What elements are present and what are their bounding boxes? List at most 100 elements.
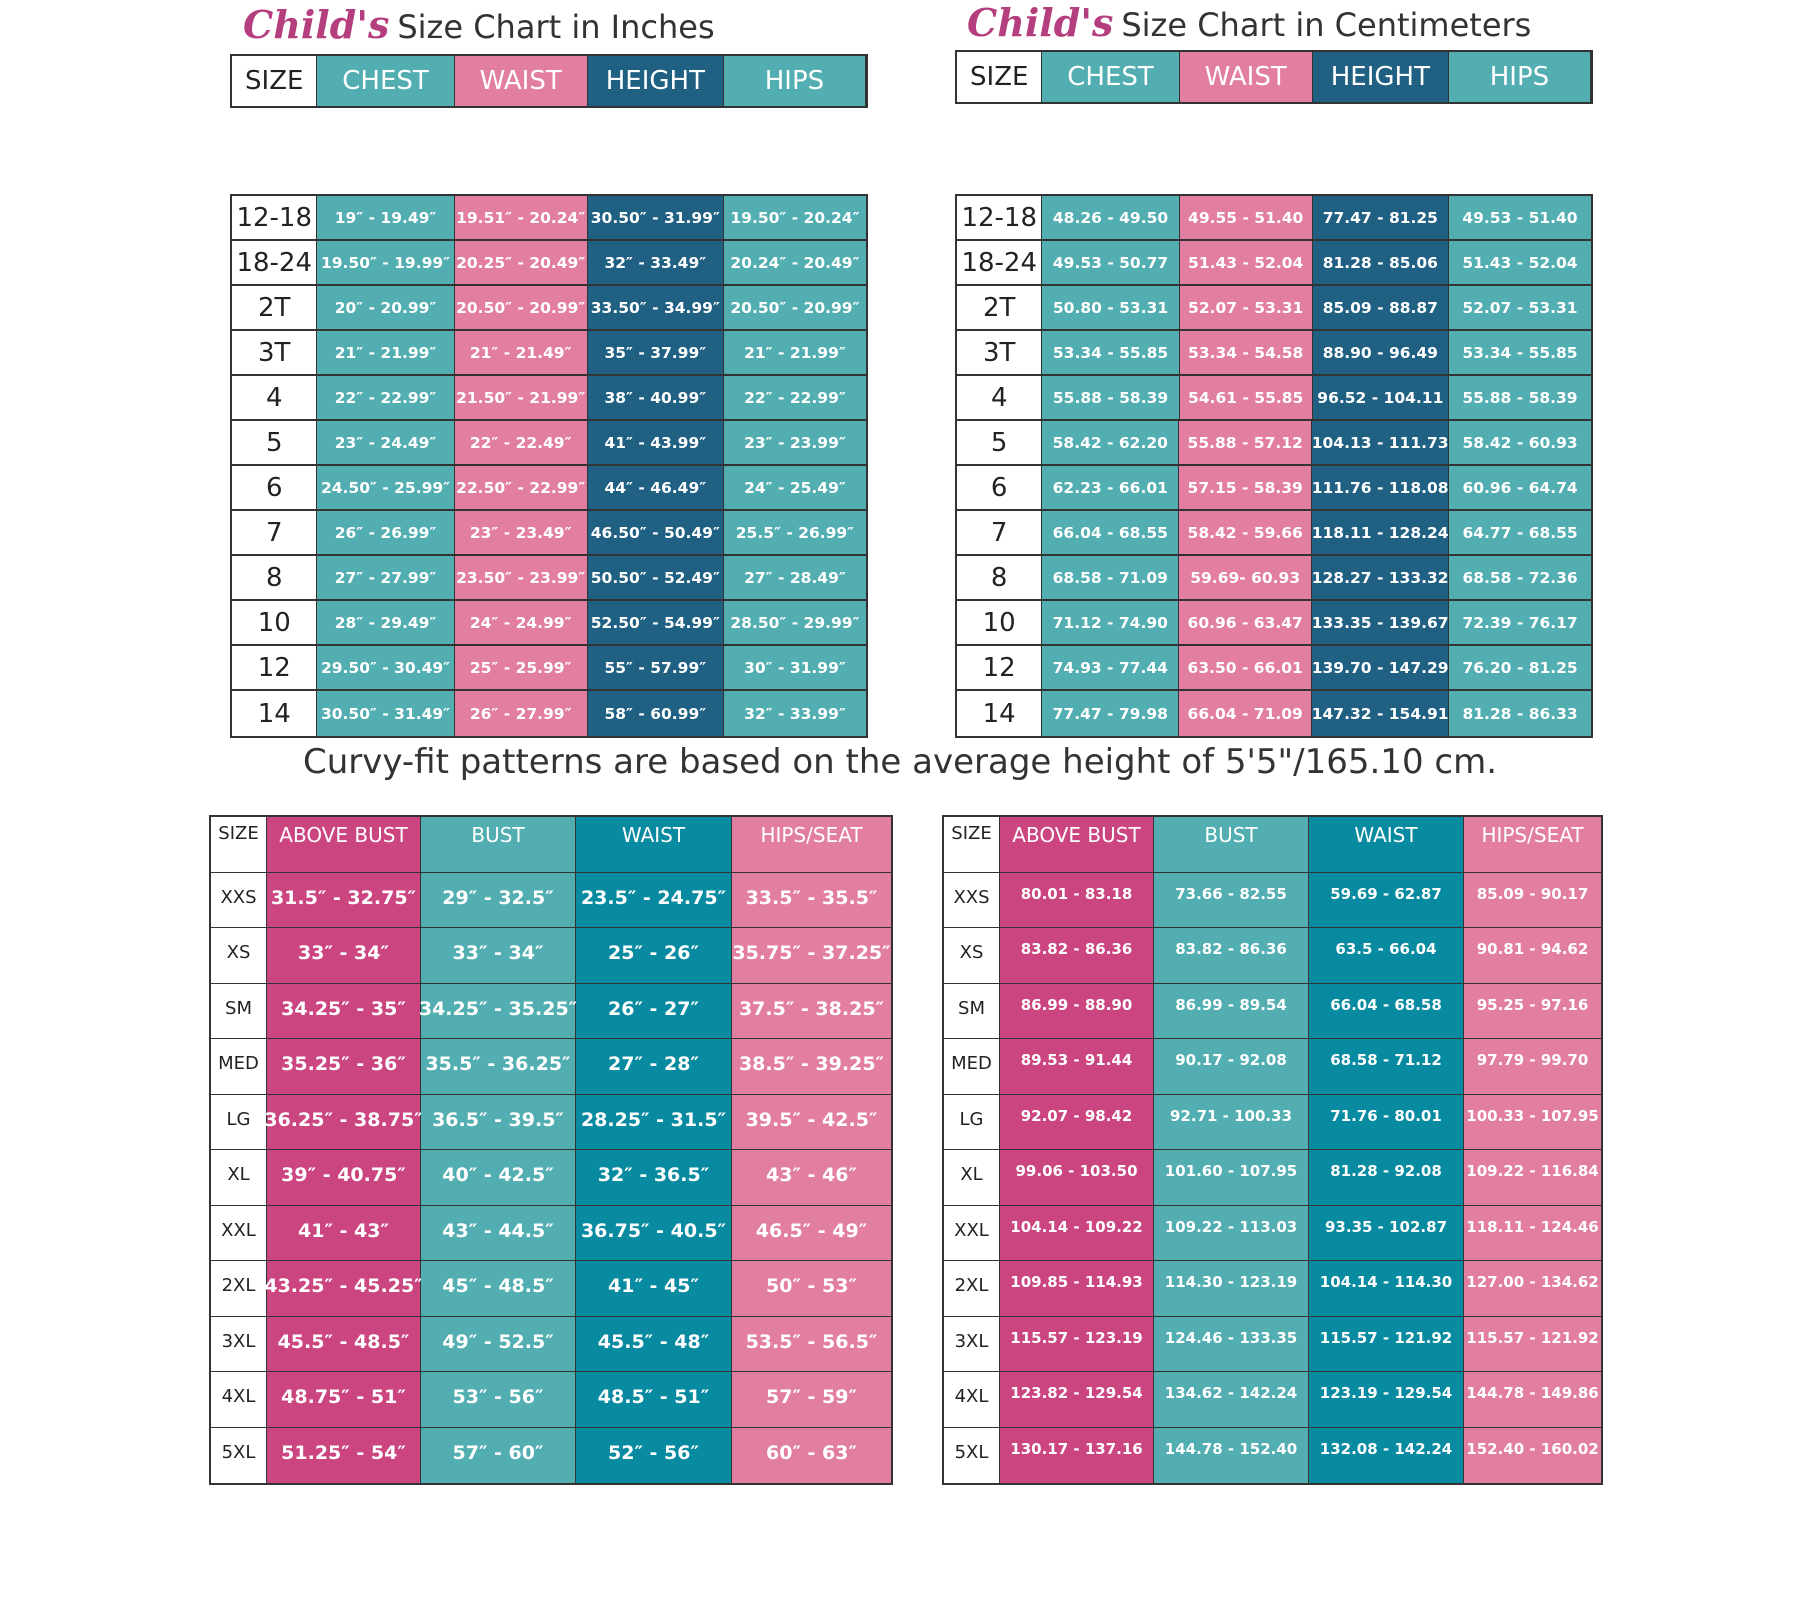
size-cell: XXL — [211, 1205, 267, 1260]
size-cell: 12-18 — [957, 196, 1043, 239]
measurement-cell: 30.50″ - 31.99″ — [587, 196, 724, 239]
measurement-cell: 20.25″ - 20.49″ — [454, 241, 588, 284]
measurement-cell: 89.53 - 91.44 — [1000, 1039, 1154, 1094]
measurement-cell: 88.90 - 96.49 — [1312, 331, 1449, 374]
measurement-cell: 41″ - 43.99″ — [587, 421, 724, 464]
size-cell: LG — [944, 1094, 1000, 1149]
measurement-cell: 19.51″ - 20.24″ — [454, 196, 588, 239]
measurement-cell: 50.80 - 53.31 — [1042, 286, 1180, 329]
measurement-cell: 24.50″ - 25.99″ — [317, 466, 455, 509]
measurement-cell: 52″ - 56″ — [576, 1427, 732, 1483]
measurement-cell: 118.11 - 124.46 — [1464, 1205, 1601, 1260]
header-height: HEIGHT — [1312, 52, 1449, 102]
measurement-cell: 71.12 - 74.90 — [1042, 601, 1180, 644]
measurement-cell: 55″ - 57.99″ — [587, 646, 724, 689]
measurement-cell: 134.62 - 142.24 — [1154, 1372, 1309, 1427]
measurement-cell: 43″ - 46″ — [732, 1150, 891, 1205]
measurement-cell: 96.52 - 104.11 — [1312, 376, 1449, 419]
size-cell: MED — [211, 1039, 267, 1094]
measurement-cell: 45″ - 48.5″ — [421, 1261, 576, 1316]
header-chest: CHEST — [317, 56, 455, 106]
header-height: HEIGHT — [587, 56, 724, 106]
measurement-cell: 109.85 - 114.93 — [1000, 1261, 1154, 1316]
measurement-cell: 33.50″ - 34.99″ — [587, 286, 724, 329]
child-cm-title: Child's Size Chart in Centimeters — [967, 0, 1531, 45]
measurement-cell: 20.50″ - 20.99″ — [454, 286, 588, 329]
measurement-cell: 49.55 - 51.40 — [1179, 196, 1313, 239]
size-cell: 5XL — [211, 1427, 267, 1483]
table-row: 18-24 19.50″ - 19.99″ 20.25″ - 20.49″ 32″ -… — [232, 241, 866, 286]
measurement-cell: 86.99 - 88.90 — [1000, 983, 1154, 1038]
header-bust: BUST — [1154, 817, 1309, 872]
table-row: XXL 41″ - 43″ 43″ - 44.5″ 36.75″ - 40.5″ 46.… — [211, 1205, 891, 1261]
adult-cm-table: SIZE ABOVE BUST BUST WAIST HIPS/SEAT XXS 80.01… — [942, 815, 1603, 1485]
measurement-cell: 53.34 - 54.58 — [1179, 331, 1313, 374]
measurement-cell: 68.58 - 72.36 — [1449, 556, 1591, 599]
size-cell: 3T — [232, 331, 318, 374]
measurement-cell: 35.5″ - 36.25″ — [421, 1039, 576, 1094]
measurement-cell: 90.17 - 92.08 — [1154, 1039, 1309, 1094]
measurement-cell: 144.78 - 152.40 — [1154, 1427, 1309, 1483]
measurement-cell: 35.25″ - 36″ — [267, 1039, 421, 1094]
table-row: 8 27″ - 27.99″ 23.50″ - 23.99″ 50.50″ - 52.… — [232, 556, 866, 601]
size-cell: 7 — [232, 511, 318, 554]
table-row: 3XL 45.5″ - 48.5″ 49″ - 52.5″ 45.5″ - 48″ 53… — [211, 1316, 891, 1372]
size-cell: 18-24 — [232, 241, 318, 284]
measurement-cell: 66.04 - 71.09 — [1179, 691, 1313, 736]
measurement-cell: 26″ - 26.99″ — [317, 511, 455, 554]
measurement-cell: 85.09 - 90.17 — [1464, 872, 1601, 927]
header-row: SIZE CHEST WAIST HEIGHT HIPS — [230, 54, 868, 108]
table-row: LG 36.25″ - 38.75″ 36.5″ - 39.5″ 28.25″ - 3… — [211, 1094, 891, 1150]
measurement-cell: 23.50″ - 23.99″ — [454, 556, 588, 599]
measurement-cell: 124.46 - 133.35 — [1154, 1316, 1309, 1371]
table-row: 4 22″ - 22.99″ 21.50″ - 21.99″ 38″ - 40.99″… — [232, 376, 866, 421]
size-cell: 3XL — [211, 1316, 267, 1371]
measurement-cell: 45.5″ - 48.5″ — [267, 1316, 421, 1371]
size-cell: SM — [211, 983, 267, 1038]
measurement-cell: 83.82 - 86.36 — [1154, 928, 1309, 983]
table-row: 7 26″ - 26.99″ 23″ - 23.49″ 46.50″ - 50.49″… — [232, 511, 866, 556]
size-cell: XL — [211, 1150, 267, 1205]
measurement-cell: 33″ - 34″ — [267, 928, 421, 983]
measurement-cell: 34.25″ - 35.25″ — [419, 983, 577, 1038]
table-row: MED 35.25″ - 36″ 35.5″ - 36.25″ 27″ - 28″ 38… — [211, 1039, 891, 1095]
measurement-cell: 43″ - 44.5″ — [421, 1205, 576, 1260]
table-row: LG 92.07 - 98.42 92.71 - 100.33 71.76 - 80.… — [944, 1094, 1601, 1150]
measurement-cell: 48.26 - 49.50 — [1042, 196, 1180, 239]
measurement-cell: 81.28 - 86.33 — [1449, 691, 1591, 736]
measurement-cell: 115.57 - 121.92 — [1309, 1316, 1464, 1371]
measurement-cell: 19.50″ - 19.99″ — [317, 241, 455, 284]
measurement-cell: 83.82 - 86.36 — [1000, 928, 1154, 983]
table-row: 2T 50.80 - 53.31 52.07 - 53.31 85.09 - 88.8… — [957, 286, 1591, 331]
size-cell: 12-18 — [232, 196, 318, 239]
measurement-cell: 20.24″ - 20.49″ — [723, 241, 866, 284]
measurement-cell: 58.42 - 62.20 — [1042, 421, 1180, 464]
measurement-cell: 92.07 - 98.42 — [1000, 1094, 1154, 1149]
measurement-cell: 73.66 - 82.55 — [1154, 872, 1309, 927]
measurement-cell: 133.35 - 139.67 — [1312, 601, 1450, 644]
child-cm-title-text: Size Chart in Centimeters — [1121, 6, 1532, 44]
measurement-cell: 32″ - 33.99″ — [723, 691, 866, 736]
measurement-cell: 30″ - 31.99″ — [723, 646, 866, 689]
measurement-cell: 27″ - 28″ — [576, 1039, 732, 1094]
measurement-cell: 59.69 - 62.87 — [1309, 872, 1464, 927]
adult-inches-table: SIZE ABOVE BUST BUST WAIST HIPS/SEAT XXS 31.5″… — [209, 815, 893, 1485]
measurement-cell: 132.08 - 142.24 — [1309, 1427, 1464, 1483]
measurement-cell: 81.28 - 92.08 — [1309, 1150, 1464, 1205]
measurement-cell: 46.5″ - 49″ — [732, 1205, 891, 1260]
measurement-cell: 53.34 - 55.85 — [1042, 331, 1180, 374]
measurement-cell: 53″ - 56″ — [421, 1372, 576, 1427]
table-row: 5 23″ - 24.49″ 22″ - 22.49″ 41″ - 43.99″ 23″… — [232, 421, 866, 466]
table-row: 4XL 123.82 - 129.54 134.62 - 142.24 123.19 … — [944, 1372, 1601, 1428]
measurement-cell: 53.34 - 55.85 — [1448, 331, 1591, 374]
header-hips-seat: HIPS/SEAT — [732, 817, 891, 872]
measurement-cell: 50″ - 53″ — [732, 1261, 891, 1316]
measurement-cell: 51.25″ - 54″ — [267, 1427, 421, 1483]
measurement-cell: 85.09 - 88.87 — [1312, 286, 1449, 329]
size-cell: 8 — [232, 556, 318, 599]
size-cell: LG — [211, 1094, 267, 1149]
measurement-cell: 54.61 - 55.85 — [1179, 376, 1313, 419]
table-row: 4 55.88 - 58.39 54.61 - 55.85 96.52 - 104.1… — [957, 376, 1591, 421]
measurement-cell: 77.47 - 79.98 — [1042, 691, 1180, 736]
measurement-cell: 38″ - 40.99″ — [587, 376, 724, 419]
